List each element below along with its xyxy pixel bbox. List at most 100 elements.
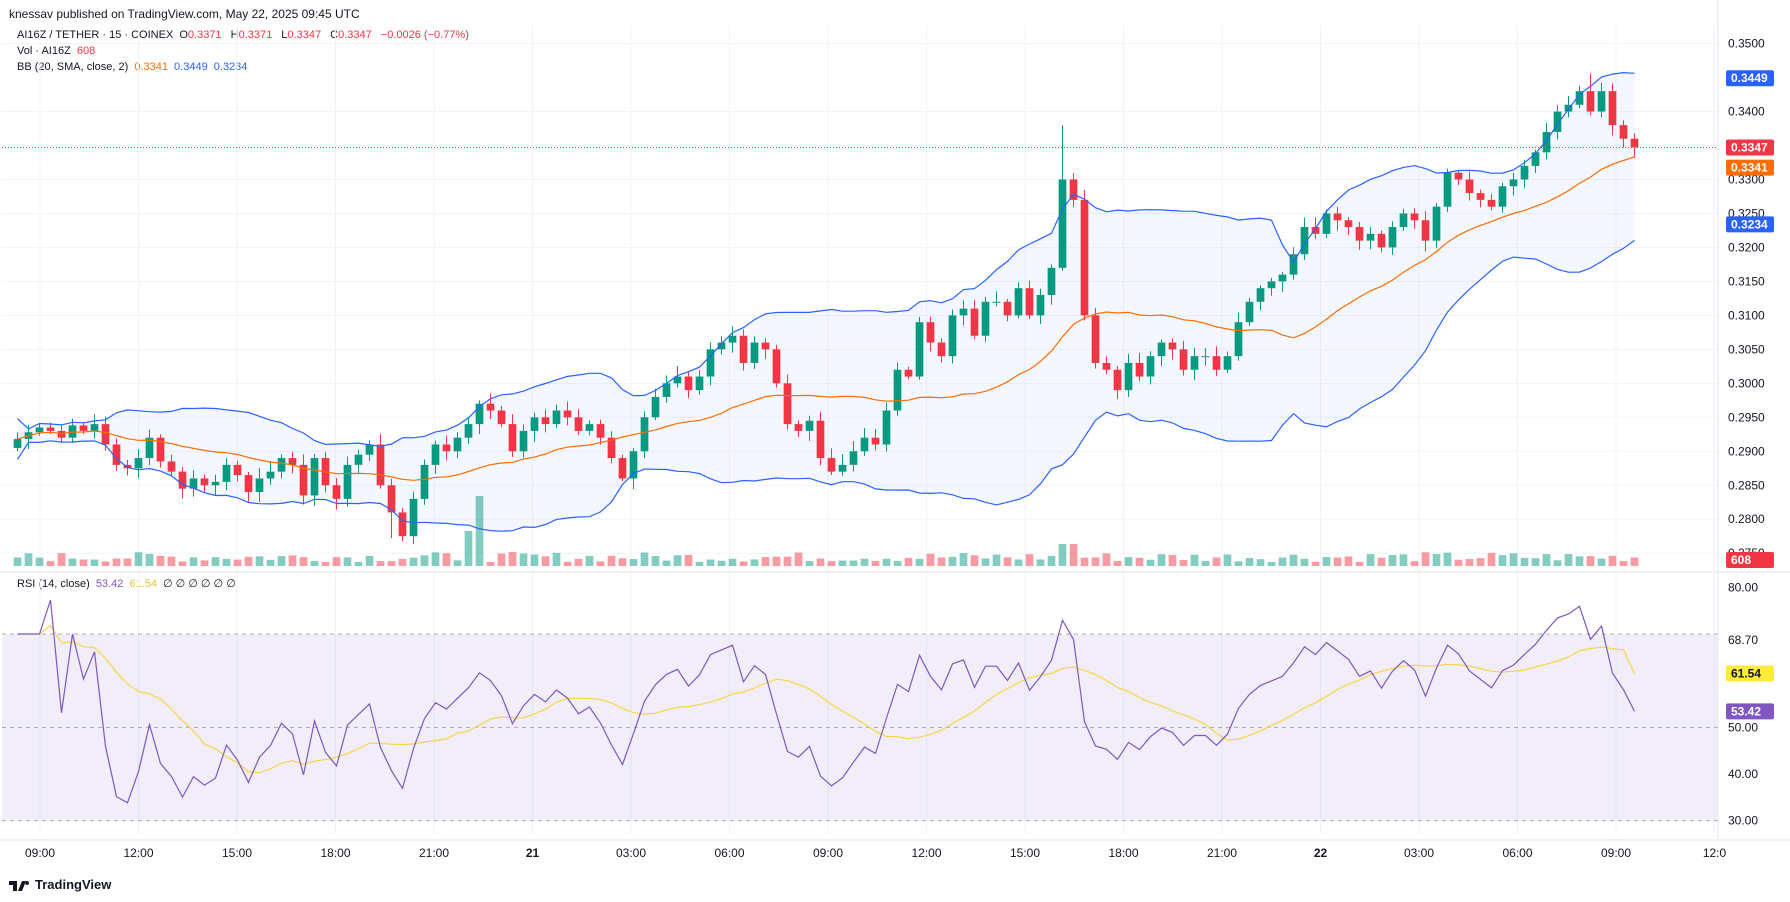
rsi-extra-values: ∅ ∅ ∅ ∅ ∅ ∅ (163, 578, 236, 590)
candle-body (1245, 301, 1254, 323)
candle-body (200, 478, 209, 486)
volume-bar (1047, 555, 1056, 566)
candle-body (1619, 125, 1628, 139)
candle-body (387, 485, 396, 513)
candle-body (255, 478, 264, 493)
time-axis-label: 15:00 (222, 846, 252, 860)
time-axis-label: 09:00 (1601, 846, 1631, 860)
volume-bar (893, 560, 902, 566)
time-axis-label: 18:00 (1108, 846, 1138, 860)
candle-body (882, 410, 891, 445)
volume-bar (1245, 558, 1254, 566)
tradingview-logo[interactable]: TradingView (9, 877, 111, 892)
volume-bar (13, 557, 22, 566)
candle-body (717, 342, 726, 350)
volume-bar (838, 560, 847, 566)
bb-upper-value: 0.3449 (174, 61, 208, 73)
volume-bar (904, 557, 913, 566)
volume-bar (101, 561, 110, 566)
volume-bar (640, 552, 649, 566)
rsi-axis-label: 80.00 (1728, 580, 1758, 594)
volume-bar (794, 552, 803, 566)
volume-bar (1036, 559, 1045, 566)
candle-body (1399, 213, 1408, 228)
price-axis-label: 0.3200 (1728, 240, 1765, 254)
rsi-line (17, 599, 1636, 804)
volume-bar (1410, 561, 1419, 566)
volume-bar (409, 557, 418, 566)
bb-lower-price-text: 0.3234 (1731, 217, 1768, 231)
rsi-ma-badge (1726, 665, 1774, 682)
volume-bar (1553, 560, 1562, 566)
bb-upper-price-text: 0.3449 (1731, 71, 1768, 85)
symbol-name[interactable]: AI16Z / TETHER · 15 · COINEX (17, 29, 174, 41)
price-axis-label: 0.3150 (1728, 274, 1765, 288)
candle-body (1025, 288, 1034, 316)
volume-bar (937, 557, 946, 566)
candle-body (1278, 274, 1287, 282)
candle-body (222, 464, 231, 482)
candle-body (1311, 227, 1320, 234)
last-price-text: 0.3347 (1731, 141, 1768, 155)
candle-body (1047, 267, 1056, 295)
volume-bar (1014, 559, 1023, 566)
bb-lower-value: 0.3234 (213, 61, 248, 73)
volume-bar (1597, 558, 1606, 566)
candle-body (1432, 206, 1441, 241)
volume-bar (1542, 554, 1551, 566)
volume-bar (992, 554, 1001, 566)
candle-body (442, 444, 451, 452)
volume-bar (1564, 554, 1573, 566)
candle-body (365, 444, 374, 455)
volume-bar (1135, 557, 1144, 566)
volume-bar (1322, 557, 1331, 566)
tradingview-logo-icon (9, 880, 30, 891)
candle-body (871, 437, 880, 445)
candle-body (508, 424, 517, 452)
volume-bar (1212, 557, 1221, 566)
candle-body (1520, 165, 1529, 180)
candle-body (244, 475, 253, 493)
rsi-ma-text: 61.54 (1731, 666, 1761, 680)
volume-bar (1509, 553, 1518, 566)
volume-bar (255, 556, 264, 566)
volume-bar (288, 555, 297, 566)
candle-body (156, 437, 165, 462)
candle-body (530, 417, 539, 431)
candle-body (134, 458, 143, 469)
rsi-axis-label: 50.00 (1728, 720, 1758, 734)
candle-body (1080, 199, 1089, 316)
time-axis-label: 06:00 (714, 846, 744, 860)
candle-body (1157, 342, 1166, 357)
volume-bar (1300, 558, 1309, 566)
candle-body (398, 512, 407, 537)
price-axis-label: 0.3000 (1728, 376, 1765, 390)
volume-bar (959, 553, 968, 566)
candle-body (838, 464, 847, 472)
volume-bar (475, 496, 484, 566)
low-label: L (281, 29, 288, 41)
candle-body (728, 335, 737, 343)
volume-bar (849, 560, 858, 566)
volume-bar (332, 557, 341, 566)
candle-body (189, 478, 198, 489)
volume-bar (222, 558, 231, 566)
price-axis-label: 0.2900 (1728, 444, 1765, 458)
volume-legend[interactable]: Vol · AI16Z 608 (17, 45, 98, 57)
candle-body (1036, 295, 1045, 316)
bollinger-fill (17, 72, 1635, 532)
candle-body (1487, 199, 1496, 207)
candle-body (1531, 152, 1540, 166)
volume-bar (1388, 554, 1397, 566)
volume-bar (1201, 560, 1210, 566)
volume-bar (948, 556, 957, 566)
candle-body (46, 427, 55, 431)
volume-bar (1311, 561, 1320, 566)
candle-body (970, 308, 979, 336)
candle-body (288, 458, 297, 465)
bb-legend[interactable]: BB (20, SMA, close, 2) 0.3341 0.3449 0.3… (17, 61, 250, 73)
candle-body (981, 301, 990, 336)
candle-body (618, 458, 627, 479)
rsi-legend[interactable]: RSI (14, close) 53.42 61.54 ∅ ∅ ∅ ∅ ∅ ∅ (17, 577, 239, 590)
